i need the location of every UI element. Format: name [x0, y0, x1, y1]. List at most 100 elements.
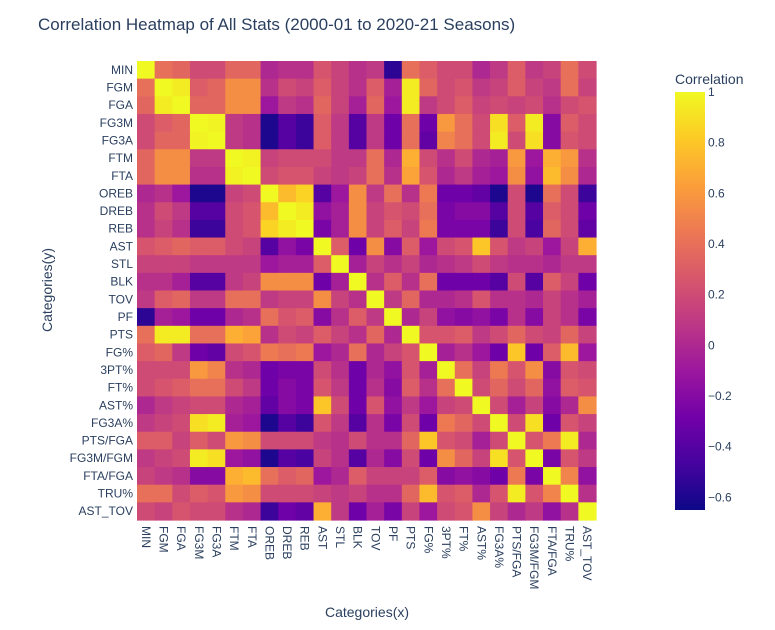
- heatmap-cell: [189, 96, 209, 115]
- heatmap-cell: [437, 255, 456, 274]
- heatmap-cell: [507, 202, 526, 221]
- heatmap-cell: [525, 78, 544, 97]
- heatmap-cell: [242, 361, 262, 380]
- heatmap-cell: [313, 219, 332, 239]
- heatmap-cell: [454, 396, 474, 415]
- heatmap-cell: [490, 78, 509, 97]
- heatmap-cell: [366, 502, 385, 521]
- heatmap-cell: [507, 184, 526, 203]
- heatmap-cell: [137, 78, 156, 97]
- heatmap-cell: [384, 149, 403, 168]
- heatmap-cell: [578, 149, 597, 168]
- heatmap-cell: [313, 396, 332, 415]
- y-tick-label: FG3A: [102, 133, 133, 147]
- x-tick-labels: MIN FGM FGA FG3M FG3A FTM FTA OREB DREB REB AST STL…: [139, 526, 594, 589]
- heatmap-cell: [348, 467, 368, 486]
- heatmap-cell: [225, 502, 244, 521]
- heatmap-cell: [278, 184, 297, 203]
- heatmap-cell: [437, 467, 456, 486]
- heatmap-cell: [507, 219, 526, 239]
- x-tick-label: FTA: [245, 526, 259, 548]
- heatmap-cell: [207, 484, 226, 503]
- heatmap-cell: [560, 325, 579, 345]
- heatmap-cell: [260, 290, 279, 309]
- heatmap-cell: [189, 467, 209, 486]
- heatmap-cell: [560, 272, 579, 292]
- heatmap-cell: [419, 96, 438, 115]
- heatmap-cell: [384, 361, 403, 380]
- heatmap-cell: [490, 396, 509, 415]
- heatmap-cell: [331, 467, 350, 486]
- heatmap-cell: [366, 113, 385, 133]
- heatmap-cell: [172, 255, 191, 274]
- heatmap-cell: [525, 414, 544, 433]
- heatmap-cell: [154, 149, 173, 168]
- colorbar-tick-label: 0.8: [708, 136, 725, 150]
- heatmap-cell: [313, 361, 332, 380]
- heatmap-cell: [278, 325, 297, 345]
- x-tick-label: AST%: [474, 526, 488, 560]
- heatmap-cell: [560, 255, 579, 274]
- heatmap-cell: [295, 184, 315, 203]
- heatmap-cell: [295, 431, 315, 450]
- heatmap-cell: [331, 202, 350, 221]
- heatmap-cell: [507, 78, 526, 97]
- heatmap-cell: [154, 378, 173, 398]
- heatmap-cell: [189, 113, 209, 133]
- heatmap-cell: [507, 272, 526, 292]
- heatmap-cell: [278, 467, 297, 486]
- heatmap-cell: [295, 272, 315, 292]
- heatmap-cell: [331, 61, 350, 80]
- heatmap-cell: [525, 131, 544, 150]
- heatmap-cell: [490, 325, 509, 345]
- heatmap-cell: [313, 343, 332, 362]
- heatmap-cell: [419, 308, 438, 327]
- heatmap-cell: [437, 361, 456, 380]
- heatmap-cell: [331, 272, 350, 292]
- heatmap-cell: [543, 325, 562, 345]
- heatmap-cell: [543, 414, 562, 433]
- heatmap-cell: [578, 343, 597, 362]
- heatmap-cell: [295, 378, 315, 398]
- heatmap-cell: [331, 396, 350, 415]
- heatmap-cell: [454, 78, 474, 97]
- x-tick-label: BLK: [351, 526, 365, 549]
- heatmap-cell: [560, 131, 579, 150]
- heatmap-cell: [242, 290, 262, 309]
- heatmap-cell: [366, 431, 385, 450]
- colorbar-tick-label: −0.6: [708, 490, 732, 504]
- heatmap-cell: [472, 449, 491, 468]
- heatmap-cell: [207, 272, 226, 292]
- heatmap-cell: [189, 61, 209, 80]
- heatmap-cell: [313, 502, 332, 521]
- heatmap-cell: [543, 396, 562, 415]
- heatmap-cell: [560, 414, 579, 433]
- heatmap-cell: [137, 219, 156, 239]
- heatmap-cell: [137, 255, 156, 274]
- heatmap-cell: [225, 166, 244, 186]
- heatmap-cell: [295, 484, 315, 503]
- heatmap-cell: [578, 484, 597, 503]
- heatmap-cell: [401, 343, 421, 362]
- heatmap-cell: [437, 237, 456, 256]
- heatmap-cell: [189, 396, 209, 415]
- heatmap-cell: [172, 290, 191, 309]
- heatmap-cell: [525, 202, 544, 221]
- heatmap-cell: [401, 502, 421, 521]
- heatmap-cell: [490, 202, 509, 221]
- heatmap-cell: [242, 237, 262, 256]
- heatmap-cell: [260, 184, 279, 203]
- y-tick-label: FG3M: [100, 116, 133, 130]
- heatmap-cell: [419, 272, 438, 292]
- heatmap-cell: [401, 484, 421, 503]
- heatmap-cell: [419, 255, 438, 274]
- y-tick-label: MIN: [111, 63, 133, 77]
- heatmap-cell: [313, 61, 332, 80]
- heatmap-cell: [172, 431, 191, 450]
- heatmap-cell: [242, 113, 262, 133]
- heatmap-cell: [454, 219, 474, 239]
- heatmap-cell: [578, 378, 597, 398]
- heatmap-cell: [525, 308, 544, 327]
- heatmap-cell: [172, 361, 191, 380]
- heatmap-cell: [437, 166, 456, 186]
